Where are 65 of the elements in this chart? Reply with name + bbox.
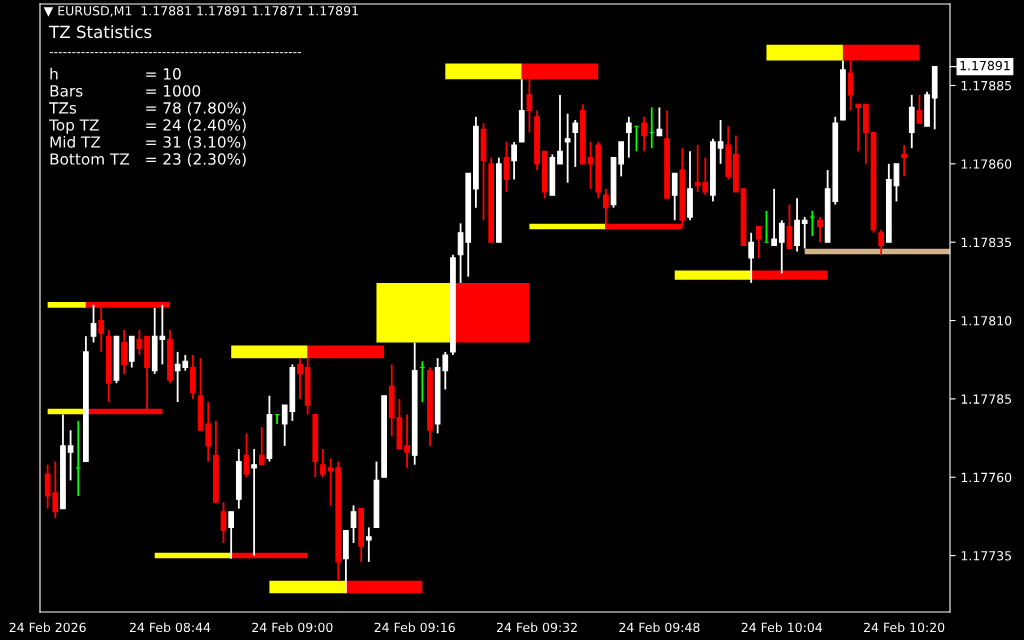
annotation: TZ Statistics <box>49 25 152 39</box>
candlestick <box>855 103 862 153</box>
candlestick <box>511 140 517 181</box>
annotation: Bars <box>50 85 83 97</box>
candlestick <box>228 510 235 560</box>
candlestick <box>564 112 571 184</box>
annotation: Bottom TZ <box>50 153 130 165</box>
y-tick-label: 1.17785 <box>961 394 1012 404</box>
candlestick <box>251 448 257 557</box>
annotation: h <box>50 67 58 80</box>
x-tick-label: 24 Feb 10:20 <box>864 622 945 633</box>
candlestick <box>778 219 785 275</box>
y-tick-label: 1.17835 <box>961 237 1012 248</box>
y-tick-label: 1.17860 <box>961 159 1012 169</box>
y-tick-label: 1.17810 <box>961 316 1012 326</box>
x-tick-label: 24 Feb 08:44 <box>129 622 211 633</box>
annotation: -------------------------------------------------------- <box>49 52 302 54</box>
annotation: = 23 (2.30%) <box>146 152 246 167</box>
candlestick <box>625 115 632 159</box>
candlestick <box>817 216 823 244</box>
candlestick <box>656 106 663 137</box>
candlestick <box>916 93 923 124</box>
annotation: = 78 (7.80%) <box>146 101 246 116</box>
x-tick-label: 24 Feb 09:16 <box>374 622 455 633</box>
candlestick <box>748 231 755 284</box>
x-tick-label: 24 Feb 09:48 <box>619 622 700 633</box>
candlestick <box>67 429 74 482</box>
candlestick <box>136 329 143 356</box>
candlestick <box>801 216 808 250</box>
candlestick <box>365 526 372 563</box>
annotation: TZs <box>49 102 77 114</box>
candlestick <box>320 448 326 479</box>
annotation: = 31 (3.10%) <box>146 135 246 150</box>
candlestick <box>404 413 410 469</box>
candlestick <box>121 329 127 375</box>
candlestick <box>809 209 816 237</box>
candlestick <box>671 172 678 222</box>
candlestick <box>258 426 265 466</box>
x-tick-label: 24 Feb 2026 <box>9 622 86 633</box>
candlestick <box>572 119 579 168</box>
y-tick-label: 1.17885 <box>961 80 1012 91</box>
candlestick <box>755 225 762 259</box>
annotation: Mid TZ <box>50 135 101 148</box>
candlestick <box>297 357 303 400</box>
y-tick-label: 1.17735 <box>961 551 1012 561</box>
chart-title: ▼ EURUSD,M1 1.17881 1.17891 1.17871 1.17891 <box>43 6 358 17</box>
annotation: = 1000 <box>146 85 201 97</box>
x-tick-label: 24 Feb 09:32 <box>496 622 577 633</box>
candlestick <box>901 144 907 178</box>
candlestick <box>618 140 625 178</box>
annotation: = 10 <box>146 68 181 80</box>
candlestick <box>878 228 885 256</box>
candlestick <box>771 188 777 247</box>
candlestick <box>717 119 724 165</box>
annotation: Top TZ <box>49 119 99 134</box>
candlestick <box>90 303 97 344</box>
ref-line-label: 1.17891 <box>960 60 1010 71</box>
candlestick <box>350 504 357 544</box>
candlestick <box>641 115 647 153</box>
x-tick-label: 24 Feb 09:00 <box>252 622 333 633</box>
y-tick-label: 1.17760 <box>961 472 1012 483</box>
candlestick <box>557 93 563 165</box>
annotation: = 24 (2.40%) <box>146 118 246 133</box>
x-tick-label: 24 Feb 10:04 <box>741 622 823 633</box>
candlestick <box>786 203 793 250</box>
